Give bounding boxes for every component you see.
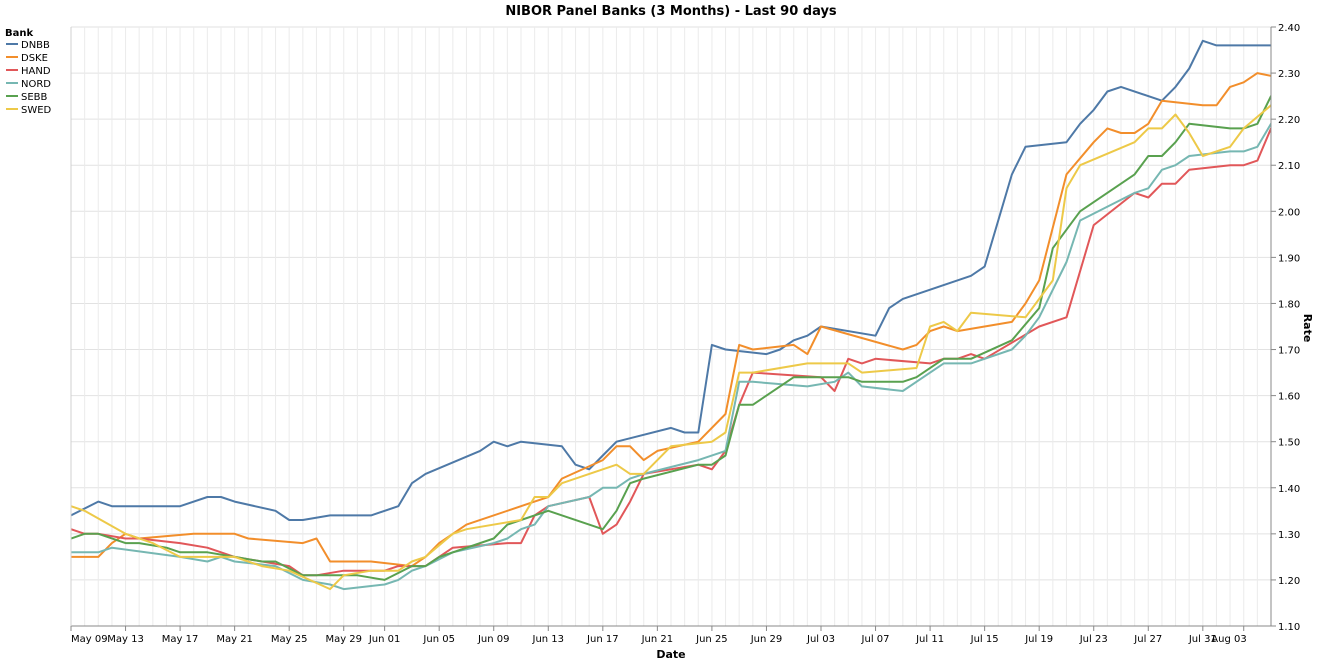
legend-title: Bank (5, 28, 33, 39)
x-tick-label: May 25 (271, 634, 308, 645)
x-tick-label: Jul 19 (1024, 634, 1053, 645)
x-tick-label: May 13 (107, 634, 144, 645)
x-axis-label: Date (656, 648, 685, 661)
y-tick-label: 2.20 (1278, 115, 1300, 126)
y-axis-label: Rate (1301, 314, 1314, 343)
x-tick-label: Jun 01 (368, 634, 401, 645)
y-tick-label: 2.30 (1278, 69, 1300, 80)
y-tick-label: 1.20 (1278, 576, 1300, 587)
x-tick-label: Jul 11 (915, 634, 944, 645)
y-tick-label: 2.40 (1278, 23, 1300, 34)
legend: Bank DNBB DSKE HAND NORD SEBB SWED (5, 28, 52, 116)
chart-title: NIBOR Panel Banks (3 Months) - Last 90 d… (505, 4, 837, 19)
y-tick-label: 1.60 (1278, 392, 1300, 403)
x-tick-label: Jun 29 (750, 634, 783, 645)
y-tick-label: 1.70 (1278, 346, 1300, 357)
x-tick-label: Aug 03 (1211, 634, 1246, 645)
legend-label: DSKE (21, 53, 48, 64)
y-tick-label: 1.80 (1278, 299, 1300, 310)
x-tick-label: Jun 05 (422, 634, 455, 645)
x-tick-label: Jul 07 (861, 634, 890, 645)
x-tick-label: Jul 15 (970, 634, 999, 645)
y-tick-label: 2.00 (1278, 207, 1300, 218)
axes: 1.10 1.20 1.30 1.40 1.50 1.60 1.70 1.80 1.90 2.00… (70, 23, 1300, 645)
y-tick-label: 1.30 (1278, 530, 1300, 541)
x-tick-label: Jul 03 (806, 634, 835, 645)
y-tick-label: 1.90 (1278, 253, 1300, 264)
series-line-dnbb (71, 39, 1271, 521)
x-tick-label: Jul 31 (1188, 634, 1217, 645)
y-tick-label: 1.40 (1278, 484, 1300, 495)
y-tick-label: 1.50 (1278, 438, 1300, 449)
y-tick-label: 2.10 (1278, 161, 1300, 172)
x-tick-label: May 21 (216, 634, 253, 645)
legend-label: HAND (21, 66, 51, 77)
legend-label: SEBB (21, 92, 48, 103)
legend-label: SWED (21, 105, 52, 116)
x-tick-label: Jun 09 (477, 634, 510, 645)
grid-lines (70, 26, 1272, 627)
x-tick-label: Jun 25 (695, 634, 728, 645)
x-tick-label: Jun 17 (586, 634, 619, 645)
series-line-swed (71, 104, 1271, 591)
series-lines (71, 39, 1271, 591)
x-tick-label: May 09 (71, 634, 108, 645)
x-tick-label: Jul 23 (1079, 634, 1108, 645)
x-tick-label: May 29 (325, 634, 362, 645)
x-tick-label: Jul 27 (1133, 634, 1162, 645)
x-tick-label: May 17 (162, 634, 199, 645)
series-line-nord (71, 122, 1271, 591)
x-tick-label: Jun 13 (532, 634, 565, 645)
legend-label: NORD (21, 79, 51, 90)
series-line-sebb (71, 95, 1271, 581)
y-tick-label: 1.10 (1278, 622, 1300, 633)
x-tick-label: Jun 21 (641, 634, 674, 645)
series-line-dske (71, 72, 1271, 568)
legend-label: DNBB (21, 40, 50, 51)
